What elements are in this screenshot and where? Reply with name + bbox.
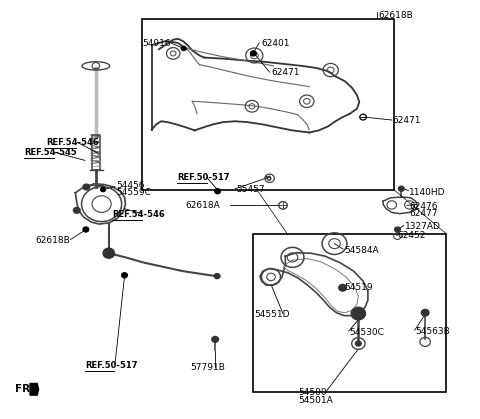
Circle shape	[356, 341, 361, 346]
Text: 54916: 54916	[142, 39, 171, 47]
Text: REF.54-545: REF.54-545	[24, 147, 77, 157]
Bar	[142, 19, 394, 189]
Text: 62452: 62452	[397, 231, 426, 240]
Text: 1140HD: 1140HD	[409, 188, 446, 197]
Text: 54584A: 54584A	[344, 246, 379, 255]
Text: FR.: FR.	[15, 384, 34, 394]
Polygon shape	[30, 383, 38, 395]
Text: 54456: 54456	[116, 181, 144, 190]
Text: REF.54-546: REF.54-546	[112, 210, 165, 219]
Circle shape	[395, 227, 400, 232]
Circle shape	[73, 207, 80, 213]
Text: 54500: 54500	[298, 388, 327, 397]
Circle shape	[83, 184, 90, 190]
Text: REF.50-517: REF.50-517	[177, 173, 229, 181]
Text: 62618B: 62618B	[36, 236, 71, 245]
Circle shape	[351, 307, 365, 320]
Circle shape	[421, 309, 429, 316]
Text: 54501A: 54501A	[298, 396, 333, 405]
Text: 62471: 62471	[271, 67, 300, 77]
Text: 62471: 62471	[393, 116, 421, 124]
Text: REF.54-546: REF.54-546	[47, 137, 99, 147]
Text: 62618B: 62618B	[378, 11, 413, 21]
Bar	[253, 234, 446, 392]
Circle shape	[339, 285, 347, 291]
Circle shape	[251, 51, 256, 56]
Circle shape	[214, 274, 220, 279]
Circle shape	[101, 187, 106, 191]
Circle shape	[103, 248, 115, 258]
Circle shape	[181, 47, 186, 51]
Circle shape	[212, 336, 218, 342]
Text: 54563B: 54563B	[416, 326, 450, 336]
Text: 54530C: 54530C	[350, 328, 384, 337]
Text: 55457: 55457	[236, 185, 265, 194]
Text: 62476: 62476	[409, 202, 438, 211]
Text: 62477: 62477	[409, 209, 438, 218]
Text: 54559C: 54559C	[116, 189, 151, 197]
Circle shape	[83, 227, 89, 232]
Text: 57791B: 57791B	[190, 363, 225, 372]
Circle shape	[398, 186, 404, 191]
Text: 62401: 62401	[262, 39, 290, 47]
Text: 54519: 54519	[344, 283, 372, 292]
Circle shape	[215, 189, 220, 194]
Text: 1327AD: 1327AD	[405, 222, 441, 230]
Text: 54551D: 54551D	[254, 310, 290, 319]
Text: 62618A: 62618A	[185, 201, 220, 210]
Circle shape	[121, 273, 127, 278]
Text: REF.50-517: REF.50-517	[85, 361, 137, 370]
